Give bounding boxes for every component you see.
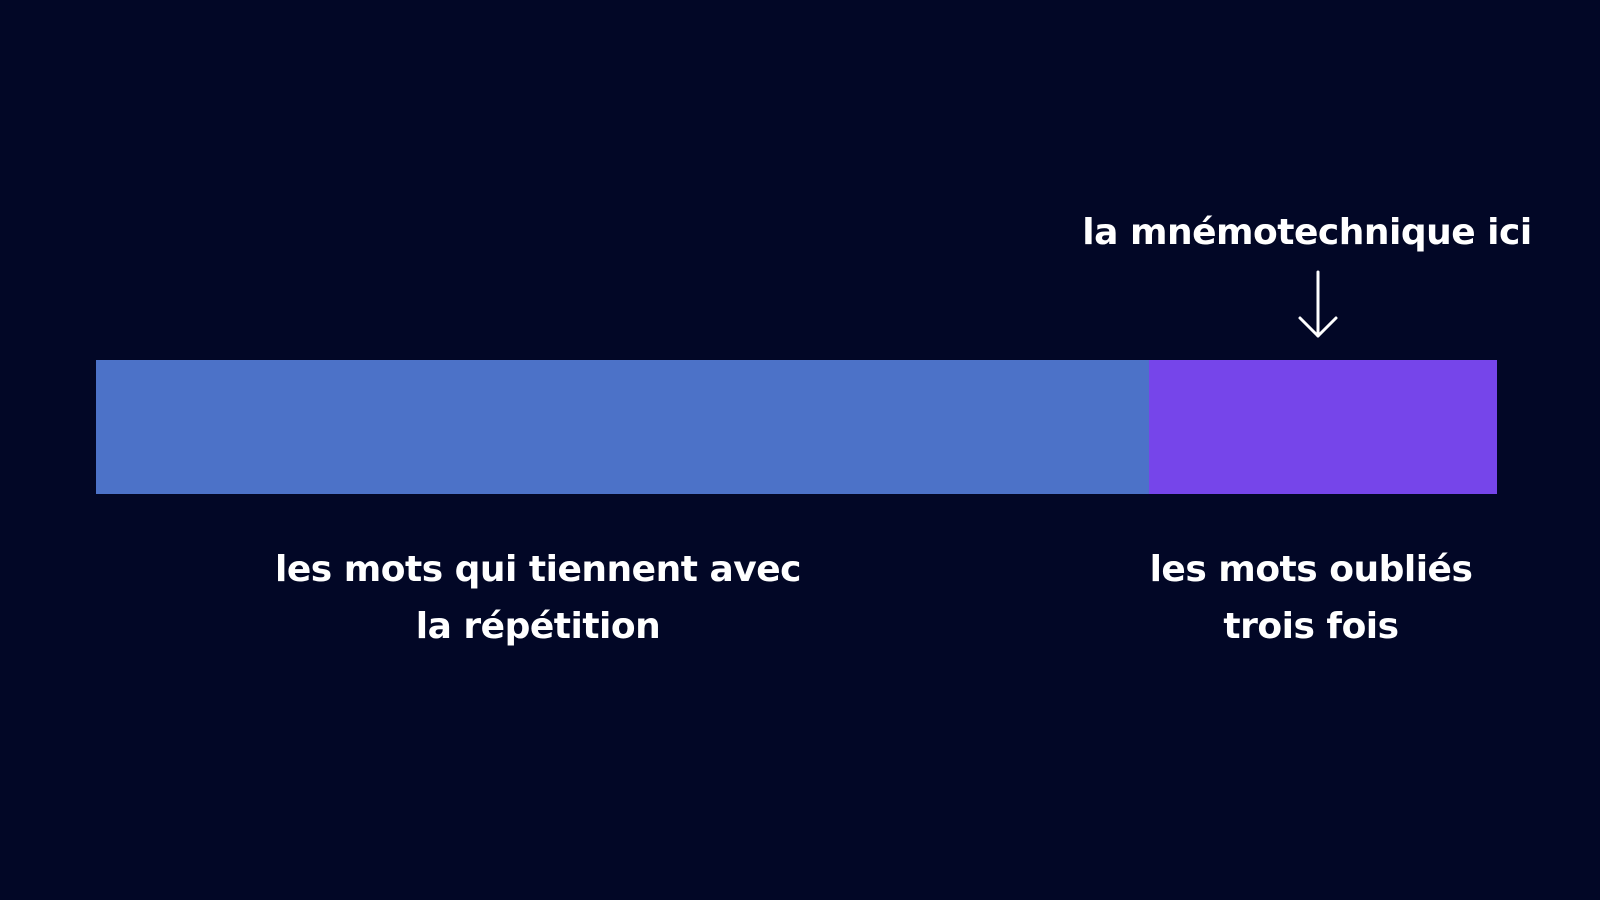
segment-label: trois fois bbox=[1223, 606, 1398, 647]
segment-label: la répétition bbox=[416, 606, 660, 647]
arrow-head bbox=[1298, 316, 1338, 338]
arrow bbox=[1298, 270, 1338, 338]
annotation: la mnémotechnique ici bbox=[1082, 212, 1531, 253]
bar-segment-repetition bbox=[96, 360, 1149, 494]
segment-label: les mots qui tiennent avec bbox=[275, 549, 801, 590]
bar-segment-mnemonic bbox=[1149, 360, 1497, 494]
segment-label: les mots oubliés bbox=[1150, 549, 1473, 590]
